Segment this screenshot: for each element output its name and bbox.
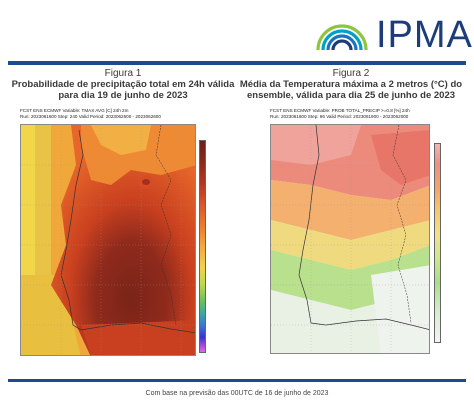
figure-2-map	[270, 124, 430, 354]
figure-1-label: Figura 1	[104, 68, 142, 79]
figure-2-description: Média da Temperatura máxima a 2 metros (…	[239, 79, 463, 101]
figure-1-title: Figura 1 Probabilidade de precipitação t…	[8, 68, 238, 101]
rainbow-arc-icon	[316, 24, 368, 51]
figure-2-map-graphic	[271, 125, 429, 353]
ipma-logo: IPMA	[312, 14, 472, 56]
figure-2-title: Figura 2 Média da Temperatura máxima a 2…	[235, 68, 467, 101]
figure-1-map-header: FCST ENS ECMWF Variable: TMAX AVG [C] 24…	[20, 108, 161, 120]
figure-1-header-line2: Run: 2023061600 Step: 240 Valid Period: …	[20, 114, 161, 119]
figure-1-header-line1: FCST ENS ECMWF Variable: TMAX AVG [C] 24…	[20, 108, 129, 113]
footer-divider	[8, 379, 466, 382]
logo-text: IPMA	[376, 14, 473, 56]
figure-1-description: Probabilidade de precipitação total em 2…	[11, 79, 235, 101]
figure-1-colorbar	[199, 140, 206, 353]
figure-2-colorbar	[434, 143, 441, 343]
header-divider	[8, 61, 466, 65]
figure-2-header-line2: Run: 2023061600 Step: 96 Valid Period: 2…	[270, 114, 409, 119]
forecast-caption: Com base na previsão das 00UTC de 16 de …	[145, 390, 329, 397]
figure-2-label: Figura 2	[332, 68, 370, 79]
figure-1-map	[20, 124, 196, 356]
figure-2-map-header: FCST ENS ECMWF Variable: PROB TOTAL_PREC…	[270, 108, 410, 120]
figure-1-map-graphic	[21, 125, 195, 355]
figure-2-header-line1: FCST ENS ECMWF Variable: PROB TOTAL_PREC…	[270, 108, 410, 113]
